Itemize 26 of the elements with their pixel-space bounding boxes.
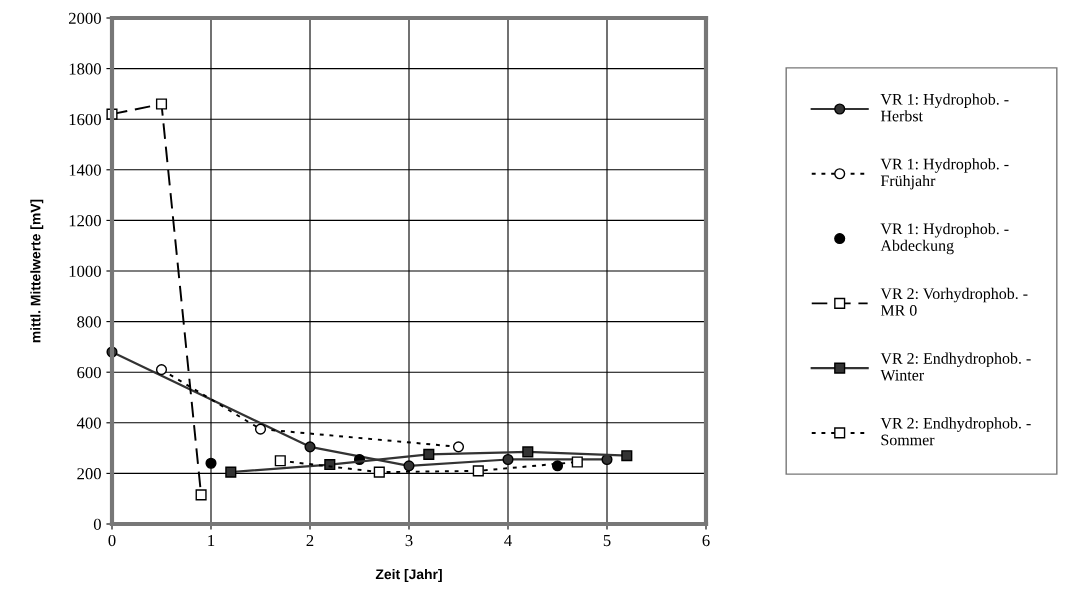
- legend-label: VR 2: Vorhydrophob. - MR 0: [880, 287, 1028, 316]
- y-tick-label: 1200: [69, 215, 101, 227]
- legend-label: VR 2: Endhydrophob. - Sommer: [880, 417, 1031, 446]
- x-axis-title: Zeit [Jahr]: [375, 568, 442, 582]
- y-tick-label: 200: [77, 468, 101, 480]
- y-tick-label: 1400: [69, 164, 101, 176]
- x-tick-label: 6: [702, 534, 710, 547]
- x-tick-label: 1: [208, 534, 215, 546]
- legend-label: VR 1: Hydrophob. - Herbst: [880, 93, 1009, 122]
- x-tick-label: 3: [405, 534, 413, 547]
- x-tick-label: 5: [603, 535, 611, 547]
- y-tick-label: 0: [93, 518, 101, 530]
- y-tick-label: 600: [77, 366, 101, 379]
- x-tick-label: 2: [306, 534, 314, 546]
- y-tick-label: 1800: [69, 63, 101, 75]
- y-tick-label: 1000: [69, 265, 101, 277]
- y-tick-label: 800: [77, 316, 101, 328]
- legend-label: VR 1: Hydrophob. - Abdeckung: [880, 222, 1009, 255]
- x-tick-label: 4: [504, 535, 512, 546]
- y-axis-title: mittl. Mittelwerte [mV]: [30, 199, 44, 343]
- y-tick-label: 400: [76, 417, 101, 429]
- legend-label: VR 1: Hydrophob. - Frühjahr: [880, 158, 1009, 190]
- x-tick-label: 0: [108, 534, 116, 547]
- legend-label: VR 2: Endhydrophob. - Winter: [880, 352, 1031, 381]
- y-tick-label: 1600: [69, 113, 101, 126]
- y-tick-label: 2000: [68, 12, 101, 24]
